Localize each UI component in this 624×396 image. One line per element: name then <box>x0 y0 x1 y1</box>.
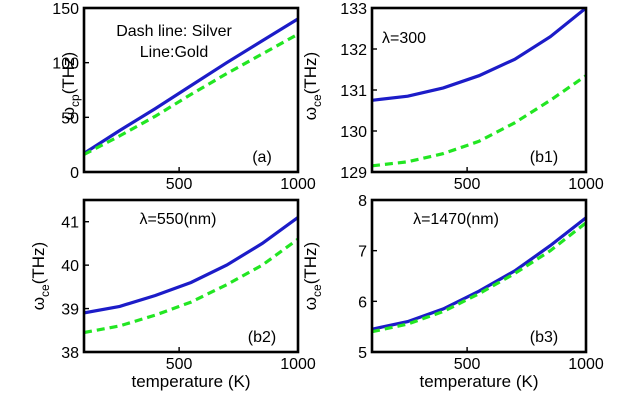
series-line-gold <box>84 17 298 155</box>
chart-panel-b3: 500 1000 5 6 7 8 ωce(THz) temperature (K) λ=1470… <box>301 193 604 391</box>
y-tick-label: 133 <box>340 1 367 18</box>
panel-label: (a) <box>252 149 272 166</box>
y-tick-label: 38 <box>61 345 79 362</box>
y-tick-label: 131 <box>340 83 367 100</box>
chart-annotation: Dash line: Silver <box>116 23 232 40</box>
panel-label: (b1) <box>530 149 558 166</box>
y-tick-label: 150 <box>52 1 79 18</box>
series-line-silver <box>84 237 298 335</box>
chart-panel-b2: 500 1000 38 39 40 41 ωce(THz) temperature (K) λ=… <box>29 198 316 391</box>
x-tick-label: 1000 <box>280 356 316 373</box>
series-line-silver <box>372 221 586 334</box>
x-tick-label: 1000 <box>568 356 604 373</box>
y-tick-label: 7 <box>358 244 367 261</box>
chart-panel-b1: 500 1000 129 130 131 132 133 ωce(THz) λ=300 (b1) <box>301 1 604 193</box>
y-axis-label: ωce(THz) <box>301 242 324 310</box>
y-tick-label: 6 <box>358 294 367 311</box>
chart-annotation: Line:Gold <box>140 44 209 61</box>
x-tick-label: 1000 <box>280 176 316 193</box>
chart-annotation: λ=300 <box>382 30 426 47</box>
y-tick-label: 130 <box>340 124 367 141</box>
x-tick-label: 500 <box>454 176 481 193</box>
y-axis-label: ωcp(THz) <box>59 52 82 120</box>
y-tick-label: 8 <box>358 193 367 210</box>
y-tick-label: 100 <box>52 56 79 73</box>
y-tick-label: 129 <box>340 165 367 182</box>
x-tick-label: 500 <box>166 356 193 373</box>
series-line-silver <box>372 74 586 168</box>
y-tick-label: 39 <box>61 302 79 319</box>
x-axis-label: temperature (K) <box>131 372 250 391</box>
chart-panel-a: 500 1000 0 50 100 150 ωcp(THz) Dash line: Silve… <box>52 1 316 193</box>
y-tick-label: 50 <box>61 110 79 127</box>
series-line-silver <box>84 32 298 156</box>
y-tick-label: 41 <box>61 215 79 232</box>
plot-frame <box>370 198 588 354</box>
x-tick-label: 500 <box>166 176 193 193</box>
series-line-gold <box>372 8 586 102</box>
y-axis-label: ωce(THz) <box>29 242 52 310</box>
x-tick-label: 500 <box>454 356 481 373</box>
panel-label: (b3) <box>530 329 558 346</box>
series-line-gold <box>84 216 298 315</box>
chart-annotation: λ=1470(nm) <box>413 211 499 228</box>
y-tick-label: 5 <box>358 345 367 362</box>
y-tick-label: 40 <box>61 258 79 275</box>
series-line-gold <box>372 216 586 331</box>
y-axis-label: ωce(THz) <box>301 52 324 120</box>
plot-frame <box>82 6 300 174</box>
y-tick-label: 0 <box>70 165 79 182</box>
x-axis-label: temperature (K) <box>419 372 538 391</box>
panel-label: (b2) <box>248 329 276 346</box>
x-tick-label: 1000 <box>568 176 604 193</box>
chart-annotation: λ=550(nm) <box>140 211 217 228</box>
plot-frame <box>82 198 300 354</box>
y-tick-label: 132 <box>340 42 367 59</box>
